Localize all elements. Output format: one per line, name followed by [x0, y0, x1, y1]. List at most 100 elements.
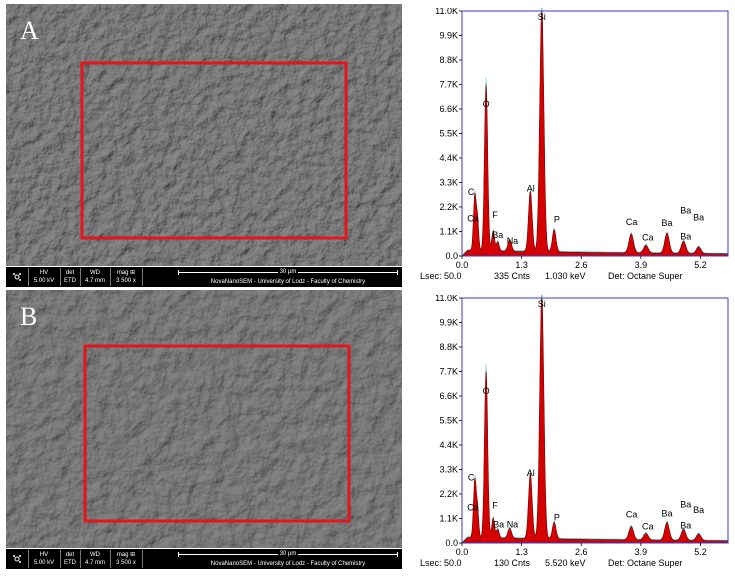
hv-label: HV	[39, 270, 49, 276]
y-tick-label: 1.1K	[439, 514, 458, 524]
x-tick-label: 3.9	[635, 260, 648, 270]
wd-value: 4.7 mm	[84, 560, 105, 566]
peak-label-ca: Ca	[642, 232, 654, 242]
peak-label-ba: Ba	[680, 231, 691, 241]
eds-footer-a: Lsec: 50.0 335 Cnts 1.030 keV Det: Octan…	[420, 271, 730, 285]
x-tick-label: 1.3	[515, 547, 528, 557]
peak-label-na: Na	[507, 519, 519, 529]
y-tick-label: 6.6K	[439, 391, 458, 401]
y-tick-label: 9.9K	[439, 318, 458, 328]
peak-label-ca: Ca	[626, 217, 638, 227]
wd-value: 4.7 mm	[84, 278, 105, 284]
panel-label-a: A	[20, 16, 39, 45]
sem-panel-a: A HV 5.00 kV det ETD WD 4.7 mm mag ⊞ 3 5…	[6, 4, 402, 287]
y-tick-label: 3.3K	[439, 465, 458, 475]
peak-label-ca: Ca	[642, 522, 654, 532]
peak-label-o: O	[483, 99, 490, 109]
counts-text: 130 Cnts	[494, 558, 531, 568]
peak-label-c: C	[468, 187, 475, 197]
det-value: ETD	[64, 278, 76, 284]
peak-label-o: O	[483, 386, 490, 396]
y-tick-label: 4.4K	[439, 153, 458, 163]
scale-bar-label: 30 µm	[277, 551, 299, 557]
y-tick-label: 9.9K	[439, 31, 458, 41]
peak-label-ca: Ca	[467, 213, 479, 223]
mag-label: mag ⊞	[116, 552, 136, 558]
hv-value: 5.00 kV	[33, 560, 55, 566]
peak-label-f: F	[492, 210, 498, 220]
y-tick-label: 8.8K	[439, 55, 458, 65]
roi-rectangle-a	[80, 61, 348, 240]
peak-label-p: P	[554, 215, 560, 225]
counts-text: 335 Cnts	[494, 271, 531, 281]
spectrum-line	[461, 297, 729, 544]
y-tick-label: 0.0	[445, 538, 458, 548]
x-tick-label: 1.3	[515, 260, 528, 270]
peak-label-na: Na	[507, 236, 519, 246]
hv-label: HV	[39, 552, 49, 558]
y-tick-label: 11.0K	[435, 295, 458, 303]
x-tick-label: 2.6	[575, 260, 588, 270]
det-label: det	[65, 270, 75, 276]
x-tick-label: 2.6	[575, 547, 588, 557]
spectrum-fill	[462, 11, 728, 256]
peak-label-ba: Ba	[680, 521, 691, 531]
mag-value: 3 500 x	[116, 560, 136, 566]
y-tick-label: 1.1K	[439, 227, 458, 237]
eds-footer-b: Lsec: 50.0 130 Cnts 5.520 keV Det: Octan…	[420, 558, 730, 572]
spectrum-outline	[462, 8, 728, 256]
y-tick-label: 7.7K	[439, 367, 458, 377]
detector-text: Det: Octane Super	[608, 558, 683, 568]
y-tick-label: 0.0	[445, 251, 458, 261]
peak-label-ba: Ba	[661, 218, 672, 228]
instrument-caption: NovaNanoSEM - University of Lodz - Facul…	[210, 279, 366, 285]
sem-databar-a: HV 5.00 kV det ETD WD 4.7 mm mag ⊞ 3 500…	[6, 267, 402, 287]
peak-label-al: Al	[527, 183, 535, 193]
scale-bar-b: 30 µm	[178, 550, 398, 558]
lsec-text: Lsec: 50.0	[420, 271, 462, 281]
det-label: det	[65, 552, 75, 558]
eds-spectrum-chart-a: 0.0 1.1K 2.2K 3.3K 4.4K 5.5K 6.6K 7.7K 8.8K 9.9K 1…	[435, 8, 729, 270]
x-tick-label: 5.2	[694, 260, 707, 270]
x-tick-label: 3.9	[635, 547, 648, 557]
sem-panel-b: B HV 5.00 kV det ETD WD 4.7 mm mag ⊞ 3 5…	[6, 290, 402, 569]
y-tick-label: 6.6K	[439, 104, 458, 114]
y-tick-label: 5.5K	[439, 416, 458, 426]
eds-spectrum-panel-b: 0.0 1.1K 2.2K 3.3K 4.4K 5.5K 6.6K 7.7K 8.8K 9.9K 1…	[420, 295, 730, 577]
hv-value: 5.00 kV	[33, 278, 55, 284]
peak-label-ba: Ba	[693, 212, 704, 222]
y-tick-label: 8.8K	[439, 342, 458, 352]
peak-label-ba: Ba	[493, 519, 504, 529]
peak-label-ba: Ba	[661, 508, 672, 518]
detector-text: Det: Octane Super	[608, 271, 683, 281]
peak-label-si: Si	[538, 12, 546, 22]
y-tick-label: 7.7K	[439, 80, 458, 90]
plot-frame	[461, 10, 729, 257]
mag-label: mag ⊞	[116, 270, 136, 276]
panel-label-b: B	[20, 302, 38, 331]
peak-label-al: Al	[527, 468, 535, 478]
sem-micrograph-a	[6, 4, 402, 266]
eds-spectrum-panel-a: 0.0 1.1K 2.2K 3.3K 4.4K 5.5K 6.6K 7.7K 8.8K 9.9K 1…	[420, 8, 730, 290]
y-tick-label: 2.2K	[439, 202, 458, 212]
peak-label-ca: Ca	[467, 503, 479, 513]
y-tick-label: 2.2K	[439, 489, 458, 499]
roi-rectangle-b	[83, 344, 351, 523]
instrument-caption: NovaNanoSEM - University of Lodz - Facul…	[210, 561, 366, 567]
y-tick-label: 4.4K	[439, 440, 458, 450]
eds-spectrum-chart-b: 0.0 1.1K 2.2K 3.3K 4.4K 5.5K 6.6K 7.7K 8.8K 9.9K 1…	[435, 295, 729, 557]
scale-bar-label: 30 µm	[277, 269, 299, 275]
peak-label-si: Si	[538, 299, 546, 309]
det-value: ETD	[64, 560, 76, 566]
peak-label-ba: Ba	[693, 505, 704, 515]
peak-label-c: C	[468, 473, 475, 483]
sem-databar-b: HV 5.00 kV det ETD WD 4.7 mm mag ⊞ 3 500…	[6, 549, 402, 569]
y-tick-label: 11.0K	[435, 8, 458, 16]
wd-label: WD	[90, 270, 100, 276]
peak-label-ba: Ba	[680, 499, 691, 509]
wd-label: WD	[90, 552, 100, 558]
peak-label-f: F	[492, 500, 498, 510]
fei-logo-icon	[10, 554, 24, 567]
x-tick-label: 0.0	[456, 260, 469, 270]
lsec-text: Lsec: 50.0	[420, 558, 462, 568]
